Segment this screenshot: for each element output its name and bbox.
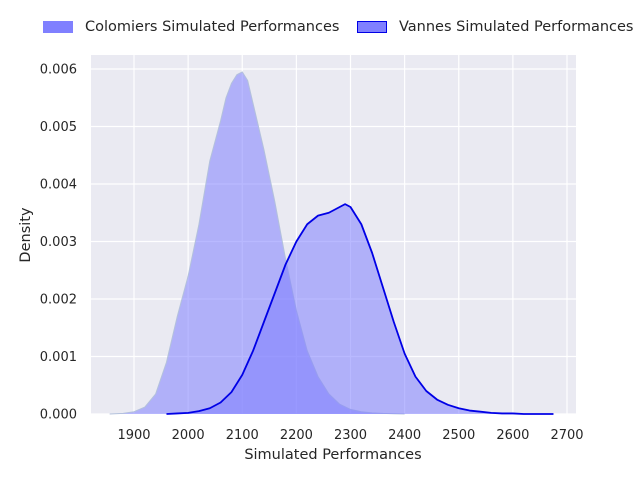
x-tick-label: 2600 <box>496 428 529 443</box>
x-tick-label: 2200 <box>280 428 313 443</box>
y-tick-label: 0.004 <box>40 178 77 193</box>
y-tick-label: 0.003 <box>40 235 77 250</box>
legend-label-vannes: Vannes Simulated Performances <box>399 19 634 35</box>
y-tick-label: 0.001 <box>40 350 77 365</box>
y-tick-label: 0.002 <box>40 293 77 308</box>
x-tick-label: 1900 <box>117 428 150 443</box>
legend-swatch-colomiers <box>43 21 73 33</box>
x-axis-label: Simulated Performances <box>244 447 421 463</box>
legend-label-colomiers: Colomiers Simulated Performances <box>85 19 340 35</box>
y-tick-label: 0.000 <box>40 408 77 423</box>
y-axis-label: Density <box>18 207 34 263</box>
area-layer <box>109 71 554 415</box>
legend-item-colomiers: Colomiers Simulated Performances <box>43 19 339 35</box>
x-tick-label: 2500 <box>442 428 475 443</box>
tick-layer: 1900 2000 2100 2200 2300 2400 2500 2600 2700 0.00… <box>40 63 584 444</box>
legend-item-vannes: Vannes Simulated Performances <box>357 19 633 35</box>
legend: Colomiers Simulated Performances Vannes … <box>0 19 640 41</box>
x-tick-label: 2100 <box>226 428 259 443</box>
x-tick-label: 2000 <box>172 428 205 443</box>
x-tick-label: 2300 <box>334 428 367 443</box>
y-tick-label: 0.006 <box>40 63 77 78</box>
density-area-series-1 <box>166 204 554 414</box>
density-line-series-1 <box>166 203 554 415</box>
x-tick-label: 2700 <box>550 428 583 443</box>
y-tick-label: 0.005 <box>40 120 77 135</box>
density-area-series-0 <box>109 71 405 414</box>
legend-swatch-vannes <box>357 21 387 33</box>
x-tick-label: 2400 <box>388 428 421 443</box>
